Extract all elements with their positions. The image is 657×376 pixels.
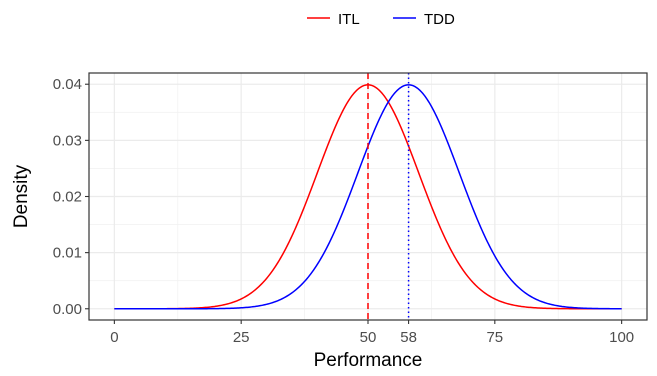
y-axis-ticks: 0.00 0.01 0.02 0.03 0.04 xyxy=(53,76,89,318)
y-tick-label: 0.00 xyxy=(53,301,82,318)
x-tick-label: 50 xyxy=(360,329,377,346)
x-tick-label: 75 xyxy=(486,329,503,346)
x-axis-title: Performance xyxy=(314,350,423,371)
x-axis-ticks: 0 25 50 58 75 100 xyxy=(110,320,634,346)
y-tick-label: 0.03 xyxy=(53,132,82,149)
x-tick-label: 25 xyxy=(233,329,250,346)
x-tick-label: 58 xyxy=(400,329,417,346)
legend: ITL TDD xyxy=(307,11,455,28)
reference-lines xyxy=(367,73,410,320)
y-axis-title: Density xyxy=(11,164,32,228)
y-tick-label: 0.04 xyxy=(53,76,82,93)
x-tick-label: 0 xyxy=(110,329,118,346)
x-tick-label: 100 xyxy=(609,329,634,346)
y-tick-label: 0.01 xyxy=(53,245,82,262)
legend-label-tdd: TDD xyxy=(424,11,455,28)
legend-label-itl: ITL xyxy=(338,11,360,28)
y-tick-label: 0.02 xyxy=(53,189,82,206)
